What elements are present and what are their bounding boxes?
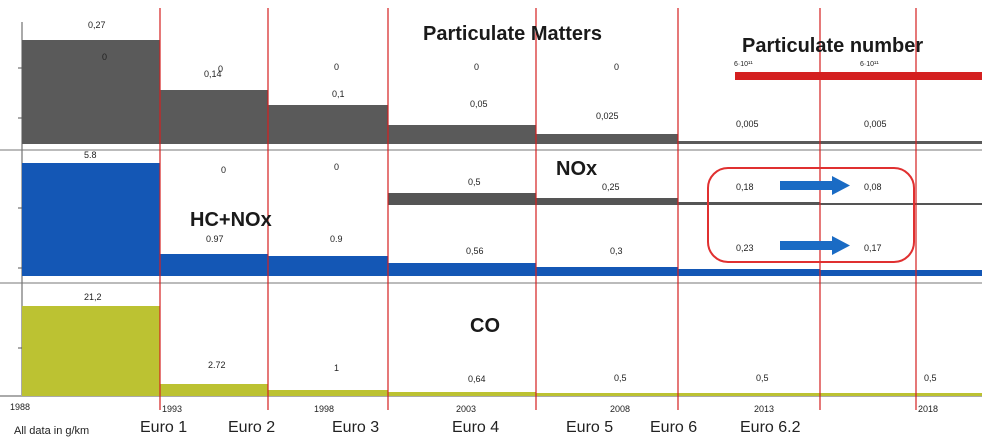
euro-stage-label: Euro 4 [452,419,499,436]
pm-petrol-label: 0 [614,62,619,72]
co-title: CO [470,315,500,337]
pm-label: 0,005 [736,119,759,129]
nox-bar-2013 [678,202,820,205]
pm-petrol-label: 0 [218,64,223,74]
pn-bar [735,72,982,80]
hcnox-label: 0,3 [610,246,623,256]
co-label: 21,2 [84,292,102,302]
euro-stage-label: Euro 2 [228,419,275,436]
pm-petrol-label: 0 [334,62,339,72]
hcnox-bar-2008 [536,267,678,276]
pm-label: 0,27 [88,20,106,30]
co-bar-1998 [268,390,388,396]
nox-label: 0,08 [864,182,882,192]
co-label: 2.72 [208,360,226,370]
pm-bar-1993 [160,90,268,144]
co-bar-2003 [388,392,536,396]
units-footnote: All data in g/km [14,425,89,437]
hcnox-label: 0,23 [736,243,754,253]
hcnox-top-label: 0 [334,162,339,172]
co-label: 1 [334,363,339,373]
pn-label: 6·10¹¹ [860,61,879,68]
hcnox-bar-2003 [388,263,536,276]
hcnox-bar-2017 [820,270,982,276]
nox-bar-2008 [536,198,678,205]
co-label: 0,5 [756,373,769,383]
hcnox-top-label: 5.8 [84,150,97,160]
pm-label: 0,05 [470,99,488,109]
pm-title: Particulate Matters [423,23,602,45]
hcnox-label: 0.9 [330,234,343,244]
pm-bar-1988 [22,40,160,144]
pm-bar-2003 [388,125,536,144]
year-tick-label: 2008 [610,404,630,414]
pm-petrol-label: 0 [102,52,107,62]
nox-bar-2017 [820,203,982,205]
co-label: 0,5 [614,373,627,383]
pn-label: 6·10¹¹ [734,61,753,68]
hcnox-bar-1993 [160,254,268,276]
hcnox-top-label: 0 [221,165,226,175]
nox-label: 0,5 [468,177,481,187]
pm-bar-2008 [536,134,678,144]
euro-stage-label: Euro 5 [566,419,613,436]
year-tick-label: 2018 [918,404,938,414]
euro-stage-label: Euro 1 [140,419,187,436]
pm-label: 0,1 [332,89,345,99]
co-label: 0,5 [924,373,937,383]
year-tick-label: 1993 [162,404,182,414]
nox-label: 0,25 [602,182,620,192]
hcnox-title: HC+NOx [190,209,272,231]
euro-stage-label: Euro 3 [332,419,379,436]
hcnox-label: 0,17 [864,243,882,253]
co-bar-1993 [160,384,268,396]
nox-title: NOx [556,158,597,180]
year-tick-label: 2013 [754,404,774,414]
hcnox-bar-2013 [678,269,820,276]
co-bar-2008 [536,393,982,396]
pm-petrol-label: 0 [474,62,479,72]
co-label: 0,64 [468,374,486,384]
hcnox-bar-1988 [22,163,160,276]
year-tick-label: 2003 [456,404,476,414]
nox-bar-2003 [388,193,536,205]
euro-stage-label: Euro 6 [650,419,697,436]
nox-label: 0,18 [736,182,754,192]
pm-label: 0,025 [596,111,619,121]
hcnox-bar-1998 [268,256,388,276]
pn-title: Particulate number [742,35,923,57]
euro-stage-label: Euro 6.2 [740,419,801,436]
year-tick-label: 1988 [10,402,30,412]
year-tick-label: 1998 [314,404,334,414]
hcnox-label: 0.97 [206,234,224,244]
pm-bar-2011 [678,141,982,144]
pm-bar-1998 [268,105,388,144]
pm-label: 0,005 [864,119,887,129]
hcnox-label: 0,56 [466,246,484,256]
co-bar-1988 [22,306,160,396]
